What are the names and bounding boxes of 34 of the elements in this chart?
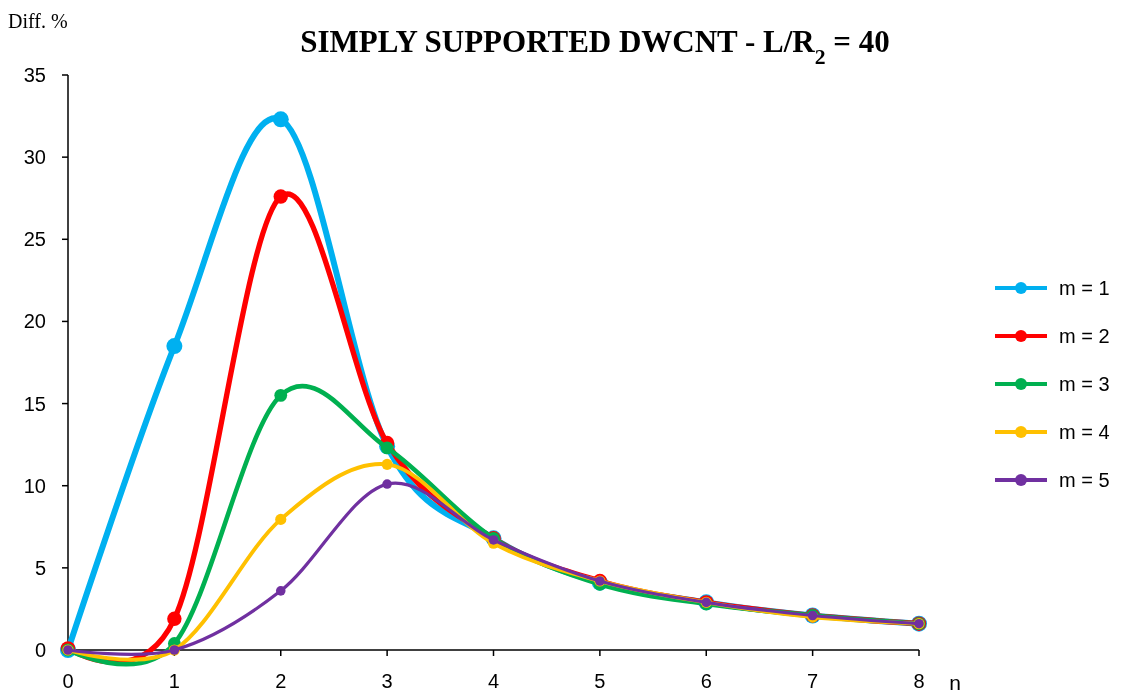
legend-label: m = 4: [1059, 421, 1110, 443]
chart-title: SIMPLY SUPPORTED DWCNT - L/R$_{2}$ = 40: [300, 24, 890, 69]
point: [275, 586, 286, 596]
x-tick-label: 5: [594, 670, 606, 692]
x-tick-label: 1: [168, 670, 180, 692]
x-tick-label: 7: [807, 670, 819, 692]
y-axis-title: Diff. %: [8, 10, 68, 32]
point: [274, 388, 288, 402]
x-axis-title: n: [949, 671, 961, 694]
x-tick-label: 0: [62, 670, 74, 692]
y-tick-label: 25: [23, 228, 46, 251]
y-tick-label: 20: [23, 310, 46, 333]
point: [166, 338, 183, 355]
x-tick-label: 6: [700, 670, 712, 692]
point: [275, 513, 287, 525]
y-tick-label: 30: [23, 146, 46, 169]
legend-label: m = 2: [1059, 325, 1110, 347]
y-tick-label: 0: [34, 639, 46, 661]
legend-label: m = 3: [1059, 373, 1110, 395]
x-tick-label: 8: [913, 670, 925, 692]
y-tick-label: 35: [23, 64, 46, 86]
point: [167, 611, 182, 626]
x-tick-label: 3: [381, 670, 393, 692]
point: [382, 479, 392, 489]
x-tick-label: 2: [275, 670, 287, 692]
point: [272, 111, 289, 128]
y-tick-label: 5: [34, 556, 46, 579]
legend-label: m = 5: [1059, 469, 1110, 491]
y-tick-label: 10: [23, 474, 46, 497]
point: [381, 458, 393, 470]
x-tick-label: 4: [487, 670, 500, 692]
legend-label: m = 1: [1059, 277, 1110, 299]
y-tick-label: 15: [23, 392, 46, 415]
point: [273, 189, 288, 204]
